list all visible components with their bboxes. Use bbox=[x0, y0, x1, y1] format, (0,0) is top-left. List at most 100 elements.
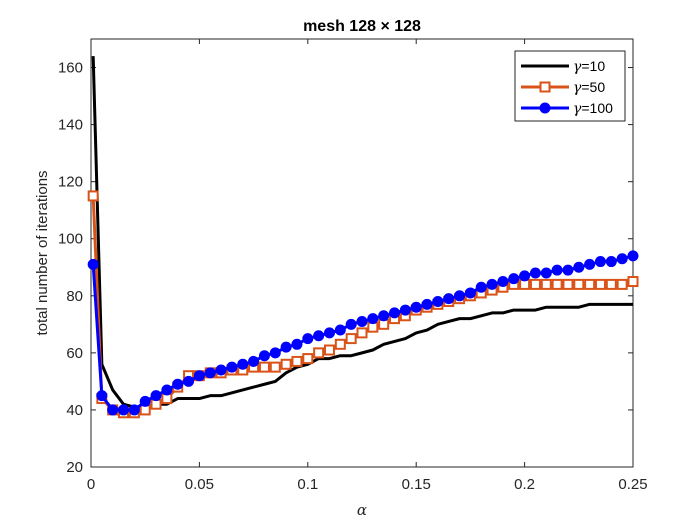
data-point bbox=[107, 404, 119, 416]
legend-item: γ=100 bbox=[521, 100, 613, 117]
data-point bbox=[627, 250, 639, 262]
data-point bbox=[594, 278, 606, 290]
chart-title: mesh 128 × 128 bbox=[303, 18, 421, 35]
data-point bbox=[291, 355, 303, 367]
data-point bbox=[378, 310, 390, 322]
y-tick-label: 60 bbox=[66, 345, 83, 362]
data-point bbox=[215, 364, 227, 376]
legend-label-value: =10 bbox=[581, 58, 605, 74]
legend-swatch-marker bbox=[539, 102, 551, 114]
data-point bbox=[237, 358, 249, 370]
data-point bbox=[161, 384, 173, 396]
y-tick-label: 80 bbox=[66, 288, 83, 305]
data-point bbox=[172, 378, 184, 390]
data-point bbox=[573, 261, 585, 273]
data-point bbox=[562, 278, 574, 290]
data-point bbox=[313, 330, 325, 342]
data-point bbox=[269, 347, 281, 359]
y-tick-label: 100 bbox=[58, 231, 83, 248]
data-point bbox=[529, 278, 541, 290]
x-tick-label: 0.2 bbox=[514, 476, 535, 493]
data-point bbox=[464, 287, 476, 299]
legend-item: γ=10 bbox=[521, 58, 605, 75]
data-point bbox=[627, 276, 639, 288]
data-point bbox=[616, 253, 628, 265]
data-point bbox=[248, 355, 260, 367]
data-point bbox=[291, 338, 303, 350]
data-point bbox=[486, 278, 498, 290]
data-point bbox=[594, 256, 606, 268]
y-tick-label: 140 bbox=[58, 117, 83, 134]
data-point bbox=[334, 324, 346, 336]
data-point bbox=[323, 327, 335, 339]
data-point bbox=[421, 298, 433, 310]
data-point bbox=[204, 367, 216, 379]
series-1 bbox=[91, 56, 633, 409]
data-point bbox=[540, 267, 552, 279]
series-layer bbox=[87, 56, 639, 419]
data-point bbox=[367, 313, 379, 325]
data-point bbox=[313, 347, 325, 359]
series-line bbox=[91, 56, 633, 409]
legend-label: γ=100 bbox=[573, 100, 613, 117]
data-point bbox=[519, 270, 531, 282]
data-point bbox=[584, 258, 596, 270]
data-point bbox=[345, 333, 357, 345]
data-point bbox=[529, 267, 541, 279]
data-point bbox=[508, 273, 520, 285]
data-point bbox=[139, 395, 151, 407]
data-point bbox=[323, 344, 335, 356]
legend-label-symbol: γ bbox=[573, 59, 582, 75]
x-tick-label: 0 bbox=[87, 476, 95, 493]
data-point bbox=[280, 341, 292, 353]
data-point bbox=[118, 404, 130, 416]
data-point bbox=[302, 353, 314, 365]
data-point bbox=[258, 361, 270, 373]
data-point bbox=[443, 293, 455, 305]
y-tick-label: 120 bbox=[58, 174, 83, 191]
series-3 bbox=[87, 250, 639, 416]
data-point bbox=[87, 190, 99, 202]
data-point bbox=[302, 333, 314, 345]
data-point bbox=[410, 301, 422, 313]
legend-item: γ=50 bbox=[521, 79, 605, 96]
data-point bbox=[540, 278, 552, 290]
legend-label: γ=10 bbox=[573, 58, 605, 75]
x-axis-label: α bbox=[357, 501, 367, 519]
y-tick-label: 20 bbox=[66, 459, 83, 476]
data-point bbox=[269, 361, 281, 373]
y-tick-label: 160 bbox=[58, 60, 83, 77]
data-point bbox=[616, 278, 628, 290]
data-point bbox=[193, 370, 205, 382]
data-point bbox=[551, 278, 563, 290]
data-point bbox=[226, 361, 238, 373]
y-tick-label: 40 bbox=[66, 402, 83, 419]
data-point bbox=[334, 338, 346, 350]
axis-ticks: 0 0.05 0.1 0.15 0.2 0.25 20 40 60 80 100 120 140 160 bbox=[58, 39, 648, 493]
legend-label-symbol: γ bbox=[573, 80, 582, 96]
data-point bbox=[432, 296, 444, 308]
x-tick-label: 0.1 bbox=[297, 476, 318, 493]
data-point bbox=[356, 315, 368, 327]
data-point bbox=[497, 276, 509, 288]
legend-label-value: =50 bbox=[581, 79, 605, 95]
data-point bbox=[128, 404, 140, 416]
data-point bbox=[475, 281, 487, 293]
data-point bbox=[389, 307, 401, 319]
legend-swatch-marker bbox=[539, 81, 551, 93]
legend: γ=10γ=50γ=100 bbox=[514, 50, 626, 122]
data-point bbox=[345, 318, 357, 330]
y-axis-label: total number of iterations bbox=[34, 170, 51, 335]
data-point bbox=[605, 256, 617, 268]
x-tick-label: 0.25 bbox=[618, 476, 647, 493]
data-point bbox=[87, 258, 99, 270]
x-tick-label: 0.15 bbox=[402, 476, 431, 493]
data-point bbox=[562, 264, 574, 276]
data-point bbox=[399, 304, 411, 316]
data-point bbox=[551, 264, 563, 276]
chart-title-text: mesh 128 × 128 bbox=[303, 18, 421, 35]
data-point bbox=[280, 358, 292, 370]
legend-label-value: =100 bbox=[581, 100, 613, 116]
data-point bbox=[183, 375, 195, 387]
